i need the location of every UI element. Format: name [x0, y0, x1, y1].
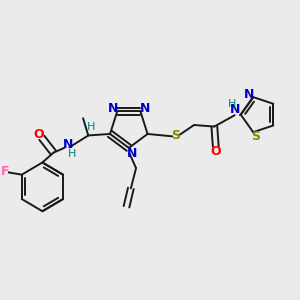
Text: S: S	[251, 130, 260, 143]
Text: F: F	[1, 165, 9, 178]
Text: N: N	[63, 139, 73, 152]
Text: O: O	[211, 145, 221, 158]
Text: H: H	[228, 99, 236, 109]
Text: H: H	[68, 149, 76, 159]
Text: N: N	[108, 103, 118, 116]
Text: N: N	[140, 103, 150, 116]
Text: H: H	[86, 122, 95, 132]
Text: S: S	[171, 129, 180, 142]
Text: O: O	[33, 128, 44, 141]
Text: N: N	[244, 88, 254, 100]
Text: N: N	[127, 147, 137, 160]
Text: N: N	[230, 103, 241, 116]
